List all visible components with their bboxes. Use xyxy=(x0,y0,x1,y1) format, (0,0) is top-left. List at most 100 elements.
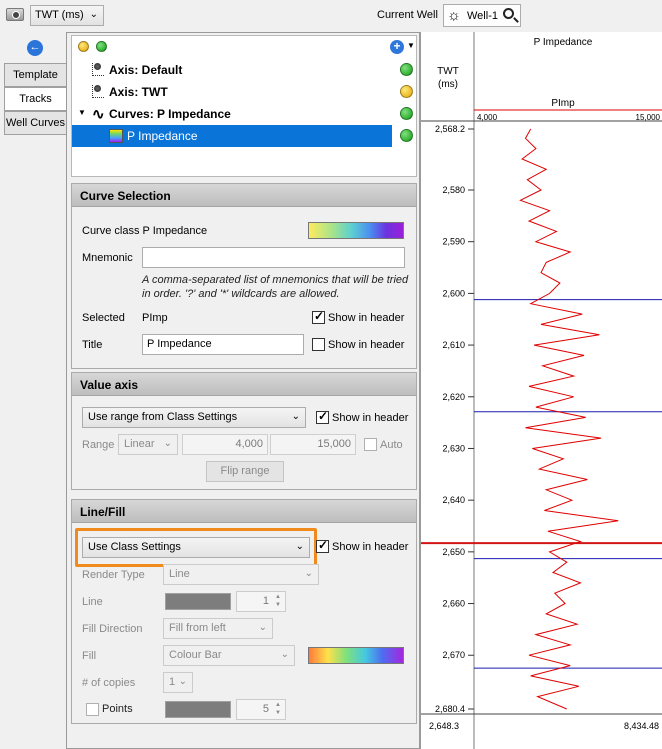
well-log-chart[interactable]: P Impedance TWT (ms) PImp 4,000 15,000 2… xyxy=(421,32,662,749)
y-tick-label: 2,580 xyxy=(442,185,465,195)
line-style-source-value: Use Class Settings xyxy=(88,541,181,553)
tree-item-label: Axis: Default xyxy=(109,63,183,77)
selected-value: PImp xyxy=(142,312,168,324)
points-color-swatch[interactable] xyxy=(165,701,231,718)
tree-item-p-impedance[interactable]: P Impedance xyxy=(72,125,392,147)
spinner-arrows-icon[interactable]: ▲ ▼ xyxy=(275,702,281,716)
fill-label: Fill xyxy=(82,650,97,662)
axis-unit: (ms) xyxy=(438,79,458,90)
copies-value: 1 xyxy=(169,676,176,688)
range-scale-value: Linear xyxy=(124,438,155,450)
current-well-selector[interactable]: ☼ Well-1 xyxy=(443,4,521,27)
status-green-icon xyxy=(400,107,413,120)
spinner-arrows-icon[interactable]: ▲ ▼ xyxy=(275,594,281,608)
track-settings-panel: + ▼ Axis: Default Axis: TWT ▼ ∿ Curves: … xyxy=(66,32,420,749)
well-symbol-icon: ☼ xyxy=(447,7,461,24)
status-yellow-icon xyxy=(78,41,89,52)
camera-icon[interactable] xyxy=(6,8,24,21)
tab-tracks[interactable]: Tracks xyxy=(4,87,67,111)
fill-color-bar[interactable] xyxy=(308,647,404,664)
expand-icon[interactable]: ▼ xyxy=(78,108,86,117)
line-fill-header: Line/Fill xyxy=(72,500,416,523)
current-well-label: Current Well xyxy=(377,9,438,21)
status-green-icon xyxy=(400,129,413,142)
fill-direction-select[interactable]: Fill from left ⌄ xyxy=(163,618,273,639)
auto-range-checkbox[interactable] xyxy=(364,438,377,451)
track-title: P Impedance xyxy=(534,37,593,48)
curve-selection-header: Curve Selection xyxy=(72,184,416,207)
range-max-input[interactable]: 15,000 xyxy=(270,434,356,455)
render-type-select[interactable]: Line ⌄ xyxy=(163,564,319,585)
line-width-spinner[interactable]: 1 ▲ ▼ xyxy=(236,591,286,612)
mnemonic-hint: A comma-separated list of mnemonics that… xyxy=(142,273,408,301)
range-source-select[interactable]: Use range from Class Settings ⌄ xyxy=(82,407,306,428)
search-icon[interactable] xyxy=(503,8,514,19)
tree-item-label: Curves: P Impedance xyxy=(109,107,231,121)
curve-class-label-text: Curve class xyxy=(82,225,140,237)
status-green-icon xyxy=(400,63,413,76)
line-fill-show-in-header-label: Show in header xyxy=(332,541,409,553)
domain-select[interactable]: TWT (ms) ⌄ xyxy=(30,5,104,26)
status-green-icon xyxy=(96,41,107,52)
range-min-input[interactable]: 4,000 xyxy=(182,434,268,455)
curve-icon: ∿ xyxy=(92,106,105,123)
fill-type-value: Colour Bar xyxy=(169,649,222,661)
tree-item-curves[interactable]: ▼ ∿ Curves: P Impedance xyxy=(72,103,416,125)
tab-template-label: Template xyxy=(13,69,58,81)
back-icon[interactable]: ← xyxy=(27,40,43,56)
chevron-down-icon: ⌄ xyxy=(258,622,267,633)
line-fill-section: Line/Fill Use Class Settings ⌄ Show in h… xyxy=(71,499,417,724)
line-fill-show-in-header-checkbox[interactable] xyxy=(316,538,329,553)
tab-template[interactable]: Template xyxy=(4,63,67,87)
track-tree: + ▼ Axis: Default Axis: TWT ▼ ∿ Curves: … xyxy=(71,35,417,177)
auto-range-label: Auto xyxy=(380,439,403,451)
mnemonic-input[interactable] xyxy=(142,247,405,268)
tree-item-axis-default[interactable]: Axis: Default xyxy=(72,59,416,81)
tree-item-axis-twt[interactable]: Axis: TWT xyxy=(72,81,416,103)
p-impedance-curve xyxy=(519,128,619,710)
well-name: Well-1 xyxy=(467,10,498,22)
copies-select[interactable]: 1 ⌄ xyxy=(163,672,193,693)
title-show-in-header-checkbox[interactable] xyxy=(312,338,325,351)
value-axis-section: Value axis Use range from Class Settings… xyxy=(71,372,417,490)
flip-range-button[interactable]: Flip range xyxy=(206,461,284,482)
fill-type-select[interactable]: Colour Bar ⌄ xyxy=(163,645,295,666)
selected-show-in-header-checkbox[interactable] xyxy=(312,309,325,324)
title-input[interactable]: P Impedance xyxy=(142,334,304,355)
chevron-down-icon: ⌄ xyxy=(291,411,300,422)
scale-max-label: 15,000 xyxy=(636,113,661,122)
points-size-spinner[interactable]: 5 ▲ ▼ xyxy=(236,699,286,720)
y-tick-label: 2,568.2 xyxy=(435,124,465,134)
y-tick-label: 2,600 xyxy=(442,288,465,298)
value-axis-header: Value axis xyxy=(72,373,416,396)
range-source-value: Use range from Class Settings xyxy=(88,411,238,423)
value-axis-show-in-header-checkbox[interactable] xyxy=(316,409,329,424)
y-tick-label: 2,670 xyxy=(442,650,465,660)
fill-direction-value: Fill from left xyxy=(169,622,226,634)
line-label: Line xyxy=(82,596,103,608)
chevron-down-icon: ⌄ xyxy=(163,438,172,449)
mnemonic-hint-line-2: in order. '?' and '*' wildcards are allo… xyxy=(142,288,340,300)
chevron-down-icon[interactable]: ▼ xyxy=(407,41,415,50)
value-axis-show-in-header-label: Show in header xyxy=(332,412,409,424)
render-type-value: Line xyxy=(169,568,190,580)
range-scale-select[interactable]: Linear ⌄ xyxy=(118,434,178,455)
y-tick-label: 2,680.4 xyxy=(435,704,465,714)
curve-class-value: P Impedance xyxy=(142,225,208,237)
mnemonic-hint-line-1: A comma-separated list of mnemonics that… xyxy=(142,274,409,286)
tab-well-curves[interactable]: Well Curves xyxy=(4,111,67,135)
class-color-bar[interactable] xyxy=(308,222,404,239)
points-label: Points xyxy=(102,703,133,715)
top-toolbar: TWT (ms) ⌄ Current Well ☼ Well-1 xyxy=(0,0,662,30)
add-icon[interactable]: + xyxy=(390,40,404,54)
domain-select-value: TWT (ms) xyxy=(35,9,84,21)
points-checkbox[interactable] xyxy=(86,703,99,716)
curve-selection-section: Curve Selection Curve class P Impedance … xyxy=(71,183,417,369)
selected-label: Selected xyxy=(82,312,125,324)
line-color-swatch[interactable] xyxy=(165,593,231,610)
chevron-down-icon: ⌄ xyxy=(280,649,289,660)
chevron-down-icon: ⌄ xyxy=(304,568,313,579)
copies-label: # of copies xyxy=(82,677,136,689)
line-style-source-select[interactable]: Use Class Settings ⌄ xyxy=(82,537,310,558)
tab-tracks-label: Tracks xyxy=(19,93,52,105)
